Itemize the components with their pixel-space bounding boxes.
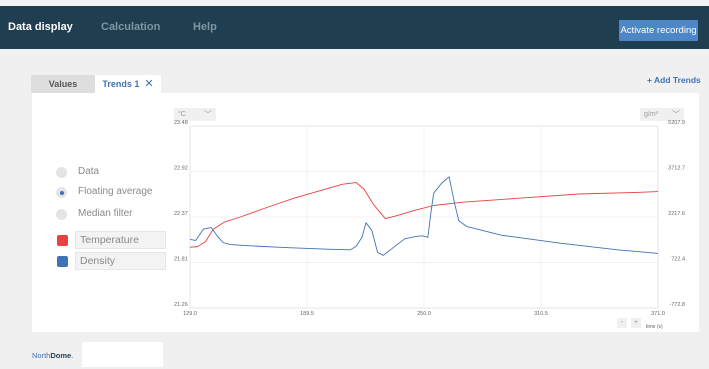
trend-panel bbox=[32, 93, 699, 332]
close-icon[interactable]: ✕ bbox=[144, 78, 154, 90]
x-tick-label: 371.0 bbox=[651, 311, 665, 317]
left-y-tick-label: 21.81 bbox=[174, 257, 188, 263]
plot-border bbox=[189, 125, 659, 309]
option-data-label: Data bbox=[78, 166, 100, 177]
left-y-tick-label: 21.26 bbox=[174, 302, 188, 308]
right-y-tick-label: 3712.7 bbox=[668, 166, 685, 172]
logo-mark: . bbox=[71, 351, 74, 360]
activate-recording-button[interactable]: Activate recording bbox=[619, 20, 698, 41]
tab-values-label: Values bbox=[48, 79, 78, 89]
nav-data-display[interactable]: Data display bbox=[8, 21, 73, 33]
right-y-tick-label: 722.4 bbox=[671, 257, 685, 263]
tab-values[interactable]: Values bbox=[31, 75, 95, 93]
left-y-tick-label: 22.37 bbox=[174, 211, 188, 217]
right-y-tick-label: 2217.6 bbox=[668, 211, 685, 217]
tab-trends-1-label: Trends 1 bbox=[102, 79, 140, 89]
nav-help[interactable]: Help bbox=[193, 21, 217, 33]
x-tick-label: 250.0 bbox=[417, 311, 431, 317]
chart-grid bbox=[189, 125, 659, 309]
add-trends-link[interactable]: + Add Trends bbox=[647, 75, 701, 85]
chevron-down-icon: ﹀ bbox=[672, 110, 680, 119]
density-color-swatch[interactable] bbox=[57, 256, 68, 267]
right-y-tick-label: -772.8 bbox=[669, 302, 685, 308]
x-tick-label: 189.5 bbox=[300, 311, 314, 317]
temperature-series-field[interactable]: Temperature bbox=[75, 231, 166, 249]
left-unit-select[interactable]: °C ﹀ bbox=[174, 108, 216, 121]
right-unit-select[interactable]: g/m³ ﹀ bbox=[640, 108, 684, 121]
x-tick-label: 129.0 bbox=[183, 311, 197, 317]
chart-series bbox=[189, 176, 659, 256]
right-y-tick-label: 5207.9 bbox=[668, 120, 685, 126]
top-strip bbox=[0, 0, 709, 6]
density-series-line bbox=[189, 176, 659, 256]
density-series-field[interactable]: Density bbox=[75, 252, 166, 270]
x-tick-label: 310.5 bbox=[534, 311, 548, 317]
logo-prefix: North bbox=[32, 351, 51, 360]
footer-box bbox=[82, 342, 163, 367]
option-median-filter-label: Median filter bbox=[78, 208, 133, 219]
left-unit-label: °C bbox=[178, 111, 186, 118]
northdome-logo: NorthDome. bbox=[32, 351, 73, 360]
chevron-down-icon: ﹀ bbox=[204, 110, 212, 119]
chart-ticks: 129.0 189.5 250.0 310.5 371.0 23.48 5207.9 22.9… bbox=[174, 120, 685, 317]
left-y-tick-label: 23.48 bbox=[174, 120, 188, 126]
x-axis-unit-label: time (s) bbox=[646, 324, 663, 330]
logo-suffix: Dome bbox=[50, 351, 72, 360]
left-y-tick-label: 22.92 bbox=[174, 166, 188, 172]
radio-median-filter[interactable] bbox=[56, 209, 67, 220]
option-floating-average-label: Floating average bbox=[78, 186, 153, 197]
right-unit-label: g/m³ bbox=[644, 111, 658, 118]
nav-calculation[interactable]: Calculation bbox=[101, 21, 161, 33]
temperature-color-swatch[interactable] bbox=[57, 235, 68, 246]
zoom-out-button[interactable]: - bbox=[617, 318, 627, 328]
radio-floating-average[interactable] bbox=[56, 187, 67, 198]
temperature-series-line bbox=[189, 182, 659, 248]
top-navigation-bar: Data display Calculation Help Activate r… bbox=[0, 6, 709, 49]
radio-data[interactable] bbox=[56, 167, 67, 178]
tab-trends-1[interactable]: Trends 1 ✕ bbox=[95, 75, 161, 93]
zoom-in-button[interactable]: + bbox=[631, 318, 641, 328]
